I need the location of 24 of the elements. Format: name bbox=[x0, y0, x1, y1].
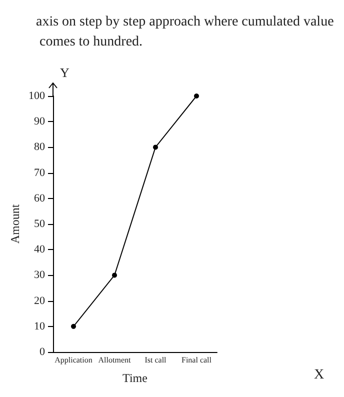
point bbox=[71, 324, 76, 329]
y-axis-title: Amount bbox=[8, 204, 22, 244]
y-tick-label: 80 bbox=[34, 141, 46, 154]
text: axis on step by step approach where cumulated value comes to hundred. bbox=[36, 14, 334, 50]
y-tick-label: 60 bbox=[34, 192, 46, 204]
point bbox=[112, 272, 117, 278]
y-tick-label: 100 bbox=[28, 90, 46, 102]
point bbox=[153, 144, 158, 150]
text: X bbox=[314, 368, 324, 382]
x-tick-label: Final call bbox=[182, 356, 212, 364]
y-tick-label: 30 bbox=[34, 269, 46, 282]
y-tick-label: 40 bbox=[34, 244, 46, 256]
y-tick-label: 20 bbox=[34, 294, 46, 307]
x-axis-title: Time bbox=[122, 371, 148, 385]
y-tick-label: 90 bbox=[34, 116, 46, 128]
x-tick-label: Application bbox=[54, 356, 92, 364]
y-tick-label: 70 bbox=[34, 166, 46, 179]
y-tick-label: 0 bbox=[40, 346, 46, 358]
text: Y bbox=[60, 65, 70, 80]
point bbox=[194, 94, 199, 98]
x-tick-label: Ist call bbox=[144, 356, 168, 364]
y-tick-label: 10 bbox=[34, 320, 46, 332]
x-tick-label: Allotment bbox=[98, 356, 132, 364]
y-tick-label: 50 bbox=[34, 218, 46, 230]
